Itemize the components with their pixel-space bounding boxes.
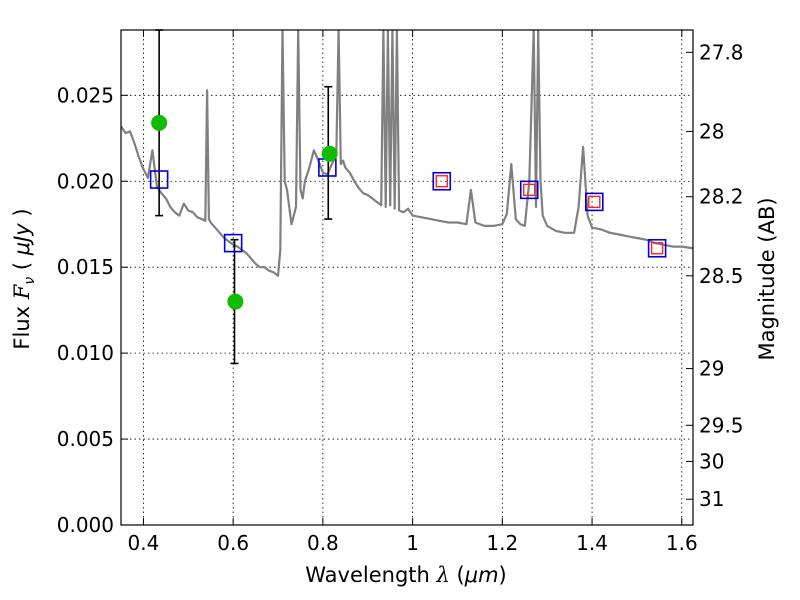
model-point-0 [149, 170, 169, 189]
grid [121, 30, 693, 525]
y2-tick-label-5: 29.5 [699, 413, 744, 437]
x-tick-label-6: 1.6 [666, 531, 698, 555]
y2-tick-label-0: 27.8 [699, 40, 744, 64]
y-tick-label-1: 0.005 [57, 427, 114, 451]
plot-frame [120, 29, 694, 526]
y-tick-label-0: 0.000 [57, 513, 114, 537]
y-tick-label-5: 0.025 [57, 83, 114, 107]
y2-tick-label-1: 28 [699, 119, 724, 143]
model-point-5 [585, 192, 604, 212]
y-tick-label-2: 0.010 [57, 341, 114, 365]
ground-point-1 [227, 293, 244, 310]
y2-tick-label-2: 28.2 [699, 185, 744, 209]
errorbar-layer [155, 29, 333, 365]
y-axis-label: Flux Fν ( μJy ) [10, 208, 38, 349]
x-tick-label-0: 0.4 [128, 531, 160, 555]
x-tick-label-4: 1.2 [486, 531, 518, 555]
y-tick-label-3: 0.015 [57, 255, 114, 279]
x-tick-label-5: 1.4 [576, 531, 608, 555]
hst-point-1 [523, 183, 536, 197]
y-tick-label-4: 0.020 [57, 169, 114, 193]
y2-tick-label-4: 29 [699, 357, 724, 381]
x-tick-label-2: 0.8 [307, 531, 339, 555]
y2-tick-label-3: 28.5 [699, 264, 744, 288]
y2-tick-label-7: 31 [699, 487, 724, 511]
model-point-3 [432, 171, 452, 191]
marker-layer [149, 114, 667, 310]
ground-point-0 [151, 114, 168, 131]
spectrum-line [121, 30, 693, 277]
x-tick-label-1: 0.6 [217, 531, 249, 555]
x-tick-label-3: 1 [406, 531, 419, 555]
ground-point-2 [321, 145, 338, 162]
x-axis-label: Wavelength λ (μm) [305, 563, 506, 587]
hst-point-2 [588, 195, 601, 209]
y2-axis-label: Magnitude (AB) [755, 197, 779, 360]
ticks: 0.4 0.6 0.8 1 1.2 1.4 1.6 0.000 0.005 0.010 0.015 0… [57, 30, 744, 555]
model-point-4 [519, 180, 539, 200]
spectrum-layer [121, 30, 693, 277]
y2-tick-label-6: 30 [699, 449, 724, 473]
hst-point-0 [435, 175, 448, 188]
model-point-6 [647, 238, 667, 258]
model-point-1 [223, 233, 243, 253]
hst-point-3 [650, 242, 664, 255]
